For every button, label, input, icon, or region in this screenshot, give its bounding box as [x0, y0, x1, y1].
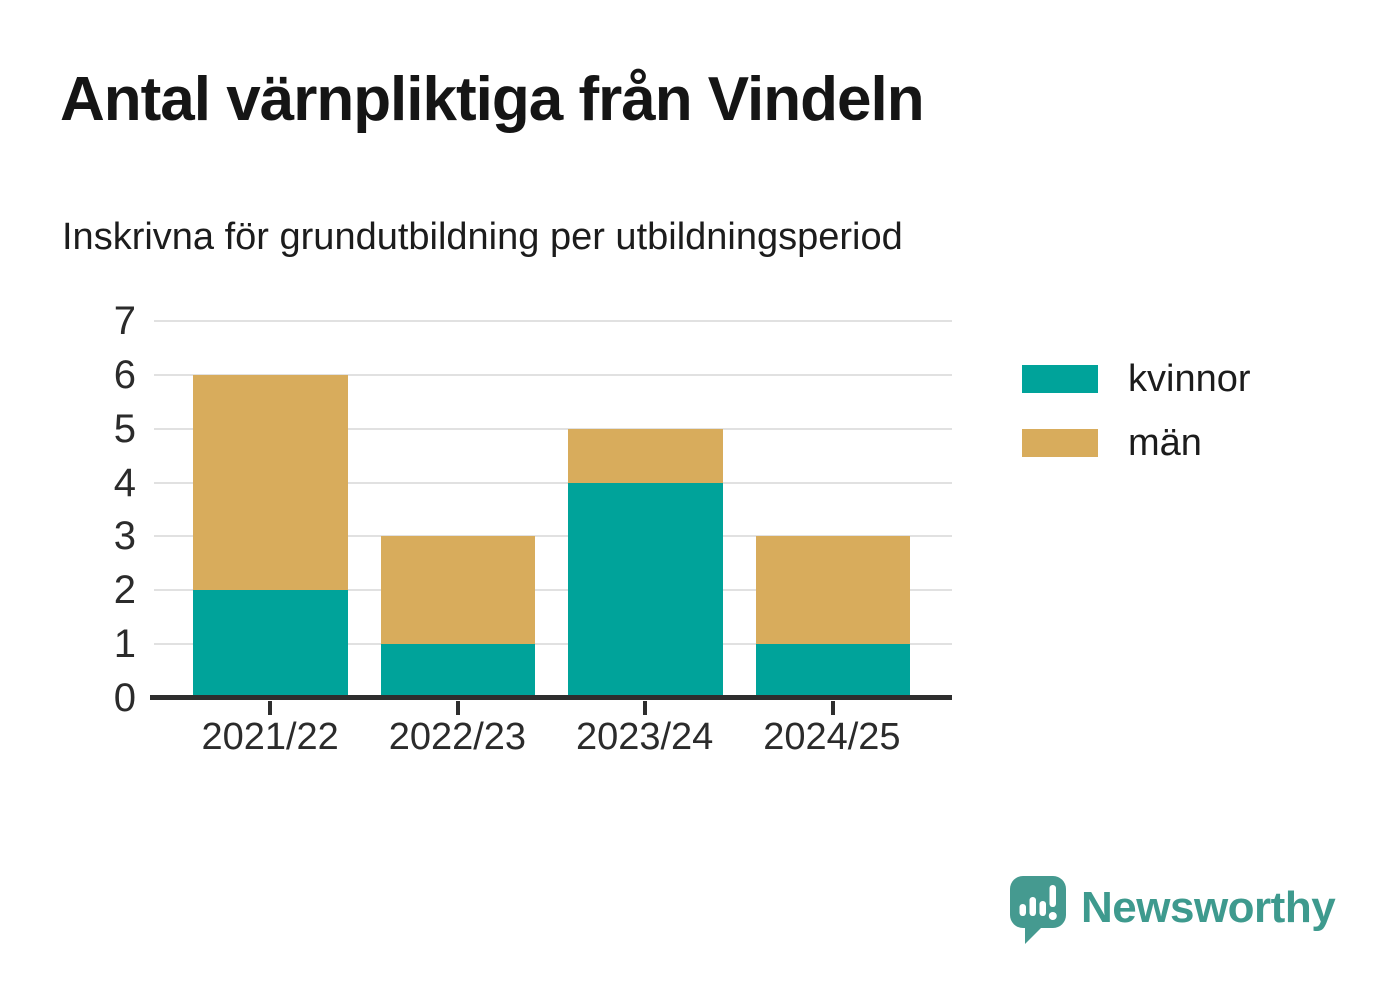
- bar-segment-män: [380, 536, 535, 645]
- chart-title: Antal värnpliktiga från Vindeln: [60, 65, 925, 134]
- legend-swatch: [1022, 429, 1098, 457]
- logo-exclamation-dot: [1048, 912, 1057, 920]
- chart-subtitle: Inskrivna för grundutbildning per utbild…: [62, 216, 903, 258]
- bar-groups: [193, 321, 910, 715]
- y-axis-tick-label: 0: [113, 676, 136, 720]
- x-axis-tick-label: 2024/25: [763, 716, 901, 758]
- gridline: [154, 643, 952, 646]
- x-axis-tick: [643, 701, 648, 715]
- bar-group-2021/22: [193, 321, 348, 715]
- bar-group-2022/23: [380, 321, 535, 715]
- x-axis-tick: [455, 701, 460, 715]
- bar-segment-kvinnor: [755, 644, 910, 698]
- bar-segment-män: [755, 536, 910, 645]
- legend: kvinnor män: [1022, 360, 1251, 462]
- y-axis-tick-label: 5: [113, 406, 136, 451]
- x-axis-tick: [268, 701, 273, 715]
- legend-label: män: [1128, 422, 1202, 464]
- y-axis-tick-label: 7: [113, 299, 136, 343]
- plot-area: [150, 320, 952, 715]
- gridline: [154, 481, 952, 484]
- gridline: [154, 535, 952, 538]
- gridline: [154, 373, 952, 376]
- brand-name: Newsworthy: [1081, 883, 1336, 932]
- gridline: [154, 320, 952, 322]
- legend-item: kvinnor: [1022, 360, 1251, 398]
- x-axis-line: [150, 695, 952, 700]
- y-axis-tick-label: 4: [113, 460, 136, 505]
- legend-swatch: [1022, 365, 1098, 393]
- x-axis-tick: [830, 701, 835, 715]
- newsworthy-logo-icon: [1010, 876, 1066, 944]
- bar-segment-män: [568, 428, 723, 483]
- logo-bar-2: [1029, 897, 1036, 916]
- bar-segment-kvinnor: [193, 590, 348, 698]
- logo-bar-3: [1039, 901, 1046, 916]
- x-axis-tick-label: 2023/24: [575, 716, 714, 758]
- gridline: [154, 427, 952, 430]
- y-axis-tick-label: 1: [113, 622, 136, 667]
- bar-group-2023/24: [568, 321, 723, 715]
- x-axis: 2021/22 2022/23 2023/24 2024/25: [150, 716, 952, 759]
- bar-segment-kvinnor: [380, 644, 535, 698]
- legend-item: män: [1022, 424, 1251, 462]
- bar-segment-män: [193, 374, 348, 591]
- x-axis-tick-label: 2022/23: [388, 716, 527, 758]
- bar-group-2024/25: [755, 321, 910, 715]
- y-axis-tick-label: 6: [113, 352, 136, 397]
- y-axis: 0 1 2 3 4 5 6 7: [84, 301, 136, 718]
- y-axis-tick-label: 2: [113, 568, 136, 613]
- x-axis-tick-label: 2021/22: [201, 716, 339, 758]
- gridline: [154, 589, 952, 592]
- bar-segment-kvinnor: [568, 482, 723, 698]
- logo-exclamation-bar: [1049, 885, 1056, 907]
- y-axis-tick-label: 3: [113, 514, 136, 559]
- logo-bar-1: [1019, 904, 1026, 916]
- legend-label: kvinnor: [1128, 358, 1251, 400]
- newsworthy-branding: Newsworthy: [1010, 876, 1336, 946]
